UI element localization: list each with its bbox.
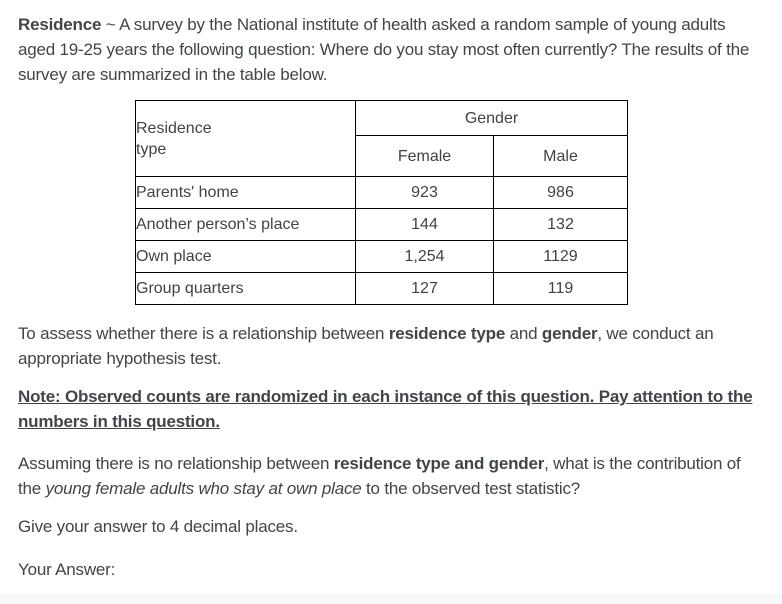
female-count-cell: 127 [355,272,494,305]
intro-paragraph: Residence ~ A survey by the National ins… [18,12,762,87]
female-count-cell: 1,254 [355,240,494,273]
table-row: Own place 1,254 1129 [135,240,628,273]
female-column-header: Female [355,135,494,177]
assess-text-post: , we conduct an appropriate hypothesis t… [18,324,714,368]
assess-bold-gender: gender [541,324,598,343]
residence-type-cell: Group quarters [135,272,356,305]
question-italic-phrase: young female adults who stay at own plac… [45,479,362,498]
intro-text: ~ A survey by the National institute of … [18,15,750,84]
male-count-cell: 1129 [493,240,628,273]
footer-strip [0,594,782,604]
question-text-mid: , what is the contribution of the [18,454,741,498]
gender-group-header: Gender [355,100,628,136]
question-text-pre: Assuming there is no relationship betwee… [18,454,334,473]
male-column-header: Male [493,135,628,177]
male-count-cell: 986 [493,176,628,209]
male-count-cell: 132 [493,208,628,241]
answer-label: Your Answer: [18,560,116,579]
decimal-places-instruction: Give your answer to 4 decimal places. [18,517,298,536]
question-title: Residence [18,15,102,34]
table-row: Group quarters 127 119 [135,272,628,305]
residence-type-cell: Parents' home [135,176,356,209]
question-bold-phrase: residence type and gender [333,454,545,473]
residence-type-cell: Another person’s place [135,208,356,241]
female-count-cell: 923 [355,176,494,209]
question-text-post: to the observed test statistic? [361,479,580,498]
table-group-header-row: Residence type Gender [135,100,628,177]
survey-table: Residence type Gender Female Male Parent… [135,100,628,305]
assess-bold-residence-type: residence type [388,324,506,343]
question-paragraph: Assuming there is no relationship betwee… [18,451,762,501]
randomization-note: Note: Observed counts are randomized in … [18,387,753,431]
male-count-cell: 119 [493,272,628,305]
table-column-header-row: Female Male [136,135,628,177]
question-body: Residence ~ A survey by the National ins… [18,12,762,579]
assess-text-pre: To assess whether there is a relationshi… [18,324,389,343]
table-row: Another person’s place 144 132 [135,208,628,241]
assess-paragraph: To assess whether there is a relationshi… [18,321,762,371]
residence-type-cell: Own place [135,240,356,273]
residence-type-header: Residence type [135,100,356,177]
table-row: Parents' home 923 986 [135,176,628,209]
female-count-cell: 144 [355,208,494,241]
assess-text-mid: and [505,324,542,343]
